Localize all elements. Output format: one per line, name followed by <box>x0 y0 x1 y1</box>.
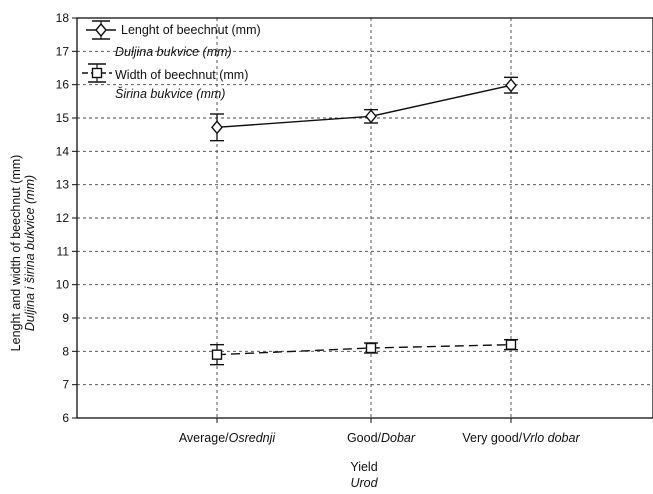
y-tick-label: 17 <box>56 44 70 58</box>
y-tick-label: 10 <box>56 278 70 292</box>
series-line <box>216 84 512 129</box>
y-tick-label: 7 <box>62 378 69 392</box>
x-tick-label: Good/Dobar <box>347 431 416 445</box>
y-tick-label: 14 <box>56 144 70 158</box>
y-axis-label: Lenght and width of beechnut (mm) <box>9 155 23 352</box>
data-point-square <box>505 339 517 350</box>
y-tick-label: 18 <box>56 11 70 25</box>
data-point-diamond <box>211 120 223 135</box>
series-length <box>210 76 518 142</box>
data-point-diamond <box>505 78 517 93</box>
legend-label-width-sub: Širina bukvice (mm) <box>115 86 225 101</box>
legend-entry-width: Width of beechnut (mm) Širina bukvice (m… <box>82 63 248 101</box>
x-tick-label: Average/Osrednji <box>179 431 277 445</box>
data-point-square <box>365 342 377 354</box>
y-tick-label: 16 <box>56 78 70 92</box>
series-lines <box>210 76 518 366</box>
y-tick-label: 11 <box>57 244 70 258</box>
y-axis-title: Lenght and width of beechnut (mm) Duljin… <box>9 155 37 352</box>
x-tick-label: Very good/Vrlo dobar <box>462 431 580 445</box>
data-point-square <box>211 349 223 360</box>
y-tick-label: 13 <box>56 178 70 192</box>
series-width <box>210 338 518 366</box>
legend: Lenght of beechnut (mm) Duljina bukvice … <box>82 20 261 101</box>
legend-label-length-sub: Duljina bukvice (mm) <box>115 45 232 59</box>
y-tick-label: 8 <box>62 344 69 358</box>
x-axis-category-labels: Average/Osrednji Good/Dobar Very good/Vrlo… <box>179 431 581 445</box>
y-tick-label: 12 <box>56 211 70 225</box>
y-tick-label: 9 <box>62 311 69 325</box>
legend-label-width: Width of beechnut (mm) <box>115 68 248 82</box>
legend-symbol-diamond <box>95 22 107 38</box>
x-axis-label-sub: Urod <box>350 476 378 490</box>
legend-marker-square <box>82 63 112 83</box>
x-axis-label: Yield <box>350 460 377 474</box>
y-axis-ticks: 6 7 8 9 10 11 12 13 14 15 16 17 18 <box>56 11 512 425</box>
y-tick-label: 6 <box>62 411 69 425</box>
legend-marker-diamond <box>86 20 116 40</box>
y-axis-label-sub: Duljina i širina bukvice (mm) <box>23 175 37 331</box>
legend-symbol-square <box>91 67 103 79</box>
data-point-diamond <box>365 109 377 124</box>
legend-entry-length: Lenght of beechnut (mm) Duljina bukvice … <box>86 20 261 59</box>
legend-label-length: Lenght of beechnut (mm) <box>121 23 261 37</box>
y-tick-label: 15 <box>56 111 70 125</box>
